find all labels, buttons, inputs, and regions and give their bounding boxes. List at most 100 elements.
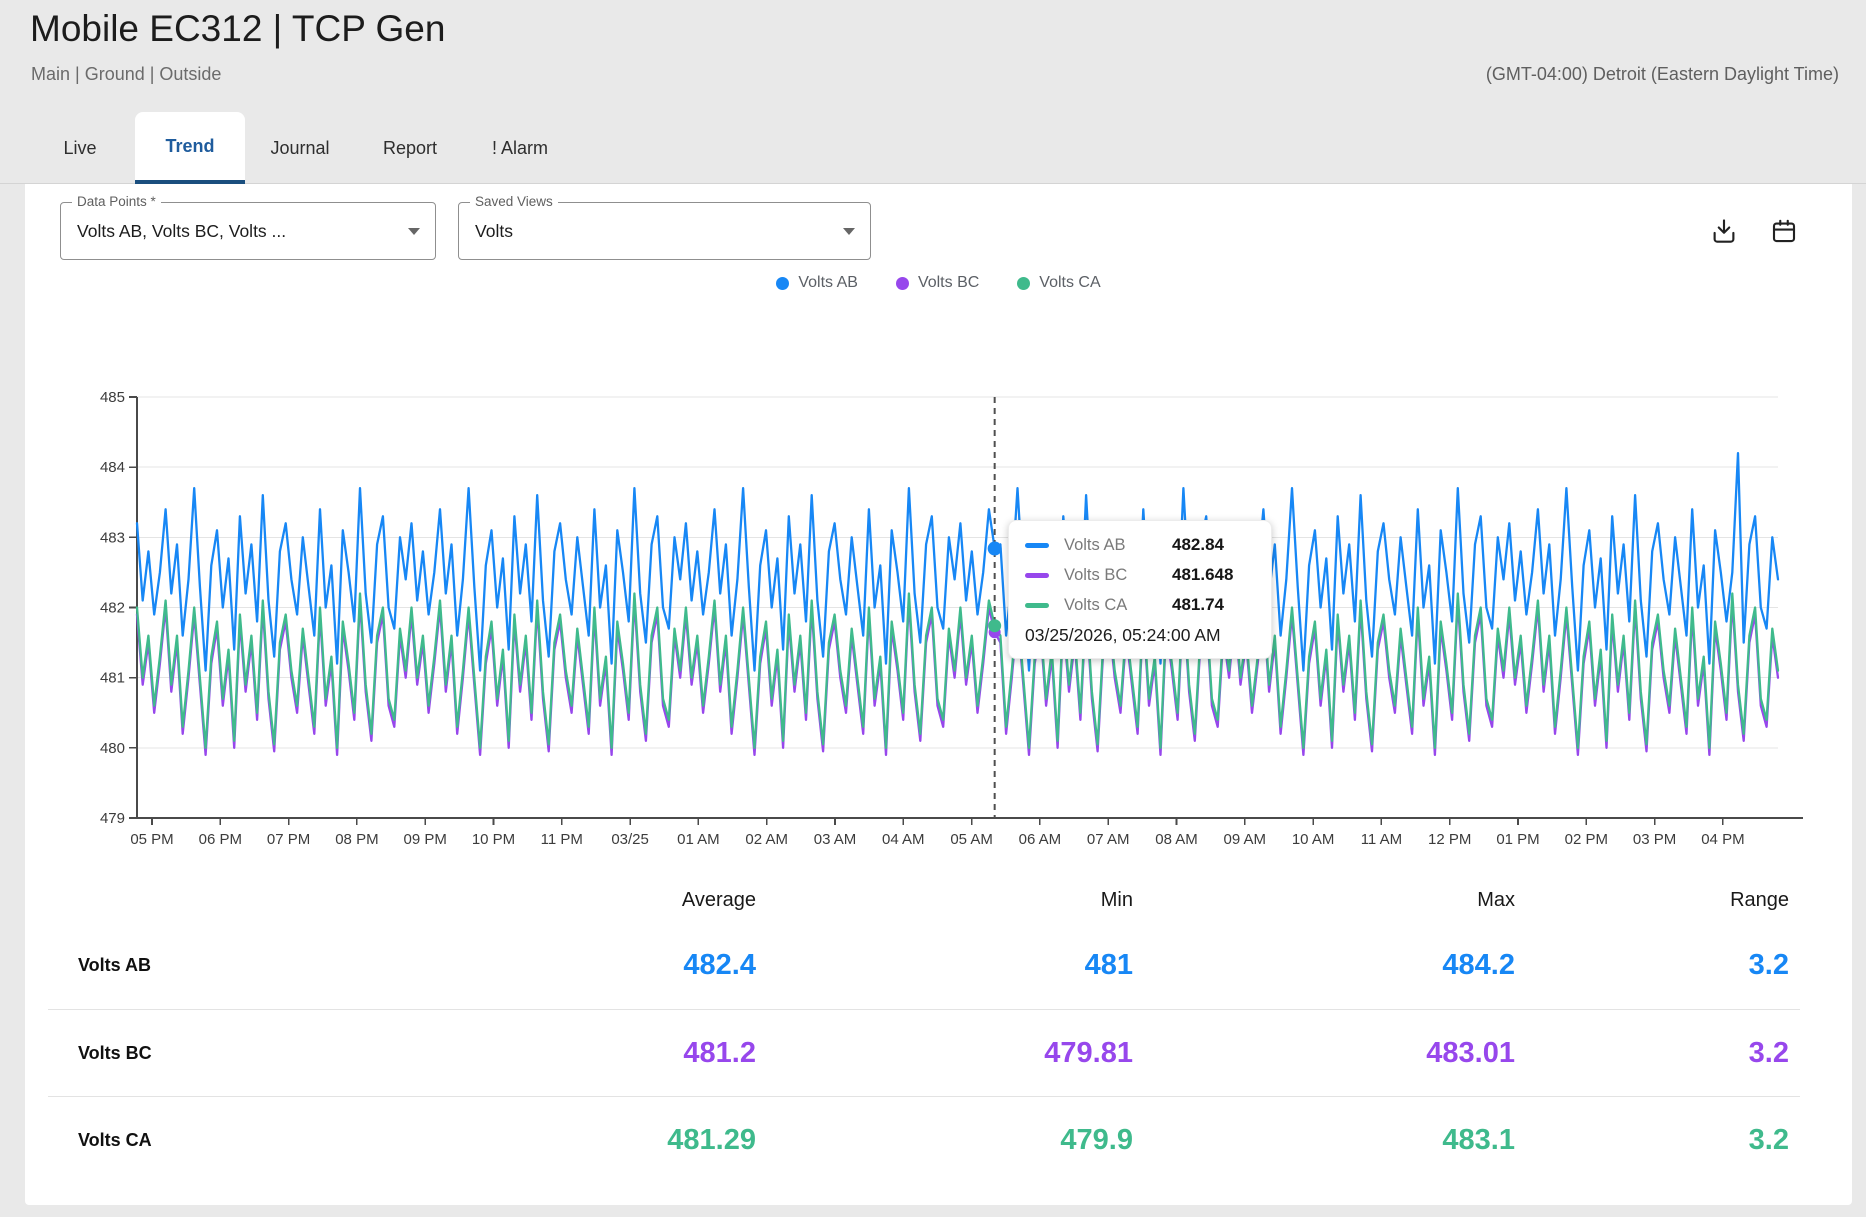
x-axis-label: 02 PM (1565, 831, 1608, 848)
saved-views-select[interactable]: Saved Views Volts (458, 194, 871, 260)
summary-range-value: 3.2 (1748, 1123, 1789, 1156)
tooltip-series-value: 482.84 (1172, 535, 1224, 554)
series-dash-icon (1025, 572, 1049, 578)
calendar-button[interactable] (1763, 210, 1805, 252)
summary-column-range: Range (1730, 888, 1789, 911)
x-axis-label: 01 AM (677, 831, 720, 848)
series-dash-icon (1025, 602, 1049, 608)
data-points-select[interactable]: Data Points * Volts AB, Volts BC, Volts … (60, 194, 436, 260)
x-axis-label: 04 PM (1701, 831, 1744, 848)
legend-label: Volts AB (798, 274, 858, 291)
tooltip-series-value: 481.74 (1172, 595, 1224, 614)
x-axis-label: 01 PM (1496, 831, 1539, 848)
y-axis-label: 482 (100, 600, 125, 617)
summary-max-value: 484.2 (1442, 949, 1515, 981)
summary-row-volts-ca: Volts CA 481.29 479.9 483.1 3.2 (48, 1096, 1800, 1183)
tab-bar: Live Trend Journal Report ! Alarm (25, 112, 575, 184)
summary-min-value: 481 (1084, 949, 1133, 981)
chart-tooltip: Volts AB 482.84 Volts BC 481.648 Volts CA 481… (1008, 520, 1272, 659)
y-axis-label: 481 (100, 670, 125, 687)
legend-item-volts-ab[interactable]: Volts AB (776, 274, 858, 292)
x-axis-label: 07 AM (1087, 831, 1130, 848)
tooltip-timestamp: 03/25/2026, 05:24:00 AM (1025, 625, 1221, 645)
x-axis-label: 11 PM (541, 831, 583, 848)
x-axis-label: 03 AM (814, 831, 857, 848)
legend-dot-icon (1017, 276, 1031, 290)
summary-average-value: 482.4 (683, 949, 756, 981)
breadcrumb: Main | Ground | Outside (31, 64, 222, 84)
tooltip-row: Volts BC 481.648 (1025, 565, 1255, 585)
tab-live[interactable]: Live (63, 137, 97, 158)
trend-chart[interactable]: 479 480 481 482 483 484 485 05 PM 06 PM 07 PM 08 P… (25, 184, 1852, 884)
x-axis-label: 03/25 (611, 831, 649, 848)
summary-header-row: Average Min Max Range (48, 878, 1800, 922)
x-axis-label: 07 PM (267, 831, 310, 848)
summary-range-value: 3.2 (1748, 949, 1789, 981)
tooltip-series-value: 481.648 (1172, 565, 1234, 584)
summary-row-volts-ab: Volts AB 482.4 481 484.2 3.2 (48, 922, 1800, 1009)
chart-legend: Volts AB Volts BC Volts CA (25, 274, 1852, 292)
header-divider (0, 183, 1866, 184)
legend-label: Volts BC (917, 274, 980, 291)
cursor-dot-volts-ca (988, 619, 1002, 633)
chevron-down-icon (843, 228, 855, 235)
y-axis-label: 484 (100, 459, 125, 476)
x-axis-label: 12 PM (1428, 831, 1471, 848)
tooltip-row: Volts CA 481.74 (1025, 595, 1255, 615)
summary-row-volts-bc: Volts BC 481.2 479.81 483.01 3.2 (48, 1009, 1800, 1096)
data-points-value: Volts AB, Volts BC, Volts ... (77, 221, 287, 241)
x-axis-label: 05 PM (130, 831, 173, 848)
legend-item-volts-bc[interactable]: Volts BC (895, 274, 980, 292)
x-axis-label: 10 PM (472, 831, 515, 848)
x-axis-label: 11 AM (1361, 831, 1402, 848)
x-axis-label: 09 PM (404, 831, 447, 848)
tab-trend[interactable]: Trend (135, 112, 245, 184)
summary-row-label: Volts CA (78, 1129, 152, 1150)
x-axis-label: 03 PM (1633, 831, 1676, 848)
page-title: Mobile EC312 | TCP Gen (30, 8, 446, 49)
summary-min-value: 479.9 (1060, 1123, 1133, 1156)
trend-panel: Data Points * Volts AB, Volts BC, Volts … (25, 184, 1852, 1205)
tab-alarm[interactable]: ! Alarm (491, 137, 548, 158)
x-axis-label: 10 AM (1292, 831, 1335, 848)
summary-column-max: Max (1477, 888, 1515, 911)
series-line-volts-ca (135, 592, 1780, 749)
x-axis-label: 08 AM (1155, 831, 1198, 848)
series-dash-icon (1025, 542, 1049, 548)
saved-views-label: Saved Views (470, 194, 558, 209)
summary-row-label: Volts BC (78, 1042, 152, 1063)
summary-max-value: 483.1 (1442, 1123, 1515, 1156)
tooltip-series-name: Volts BC (1064, 565, 1128, 584)
x-axis-label: 02 AM (745, 831, 788, 848)
summary-average-value: 481.2 (683, 1036, 756, 1069)
legend-item-volts-ca[interactable]: Volts CA (1017, 274, 1101, 292)
saved-views-value: Volts (475, 221, 513, 241)
x-axis-label: 08 PM (335, 831, 378, 848)
x-axis-label: 06 PM (199, 831, 242, 848)
tooltip-series-name: Volts AB (1064, 535, 1126, 554)
legend-label: Volts CA (1039, 274, 1101, 291)
y-axis-label: 479 (100, 810, 125, 827)
chevron-down-icon (408, 228, 420, 235)
download-icon (1713, 219, 1735, 243)
y-axis-label: 485 (100, 389, 125, 406)
summary-table: Average Min Max Range Volts AB 482.4 481 484.2… (48, 878, 1800, 1183)
cursor-dot-volts-ab (987, 541, 1002, 556)
x-axis-label: 06 AM (1019, 831, 1062, 848)
timezone-label: (GMT-04:00) Detroit (Eastern Daylight Ti… (1485, 64, 1839, 84)
y-axis-label: 480 (100, 740, 125, 757)
x-axis-label: 04 AM (882, 831, 925, 848)
y-axis-label: 483 (100, 529, 125, 546)
summary-row-label: Volts AB (78, 955, 152, 975)
x-axis-label: 05 AM (950, 831, 993, 848)
calendar-icon (1772, 219, 1796, 243)
legend-dot-icon (895, 276, 909, 290)
summary-column-average: Average (681, 888, 756, 911)
tab-journal[interactable]: Journal (270, 137, 330, 158)
x-axis-label: 09 AM (1224, 831, 1267, 848)
tooltip-series-name: Volts CA (1064, 595, 1128, 614)
summary-min-value: 479.81 (1044, 1036, 1133, 1069)
download-button[interactable] (1703, 210, 1745, 252)
tab-report[interactable]: Report (382, 137, 438, 158)
data-points-label: Data Points * (72, 194, 161, 209)
